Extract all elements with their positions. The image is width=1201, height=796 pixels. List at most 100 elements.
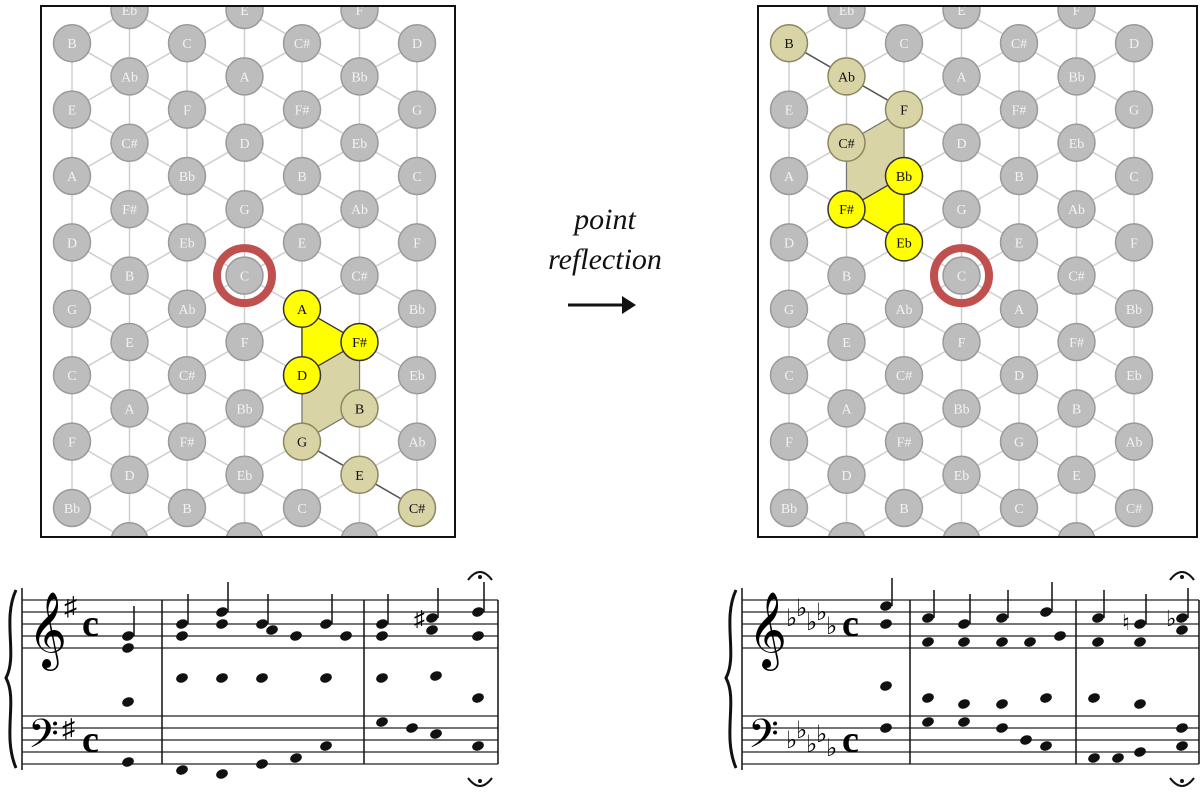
svg-text:Bb: Bb bbox=[953, 402, 969, 417]
treble-staff bbox=[22, 599, 498, 649]
pitch-node: B bbox=[167, 488, 207, 528]
svg-text:Ab: Ab bbox=[1125, 436, 1142, 451]
svg-text:B: B bbox=[182, 502, 191, 517]
pitch-node: E bbox=[225, 7, 264, 30]
svg-text:♭: ♭ bbox=[816, 600, 827, 626]
pitch-node: G bbox=[769, 289, 809, 329]
bass-notes bbox=[880, 681, 1188, 763]
svg-text:E: E bbox=[957, 7, 966, 19]
svg-text:A: A bbox=[124, 402, 135, 417]
svg-text:B: B bbox=[125, 270, 134, 285]
pitch-node: F bbox=[1114, 223, 1154, 262]
svg-text:C#: C# bbox=[351, 270, 367, 285]
pitch-node: G bbox=[827, 521, 866, 536]
svg-text:G: G bbox=[297, 436, 307, 451]
pitch-node: C# bbox=[884, 355, 924, 395]
svg-text:F: F bbox=[241, 336, 249, 351]
pitch-node: F# bbox=[110, 189, 149, 229]
svg-text:D: D bbox=[1129, 37, 1139, 52]
svg-text:G: G bbox=[956, 203, 966, 218]
pitch-node: C# bbox=[340, 256, 379, 295]
svg-text:B: B bbox=[297, 170, 306, 185]
path-pitch-node: B bbox=[769, 23, 809, 63]
path-pitch-node: F bbox=[884, 90, 924, 129]
pitch-node: A bbox=[769, 156, 809, 196]
svg-text:Eb: Eb bbox=[1126, 369, 1142, 384]
treble-notes bbox=[122, 606, 484, 653]
pitch-node: Eb bbox=[225, 455, 264, 495]
lattice-nodes: Eb E F B C C# D Ab A Bb E F F# G C# D Eb A Bb B C F# G Ab D Eb E F B… bbox=[52, 7, 437, 536]
pitch-node: A bbox=[999, 289, 1039, 329]
pitch-node: E bbox=[110, 322, 149, 362]
svg-text:Bb: Bb bbox=[1126, 303, 1142, 318]
pitch-node: B bbox=[999, 156, 1039, 196]
reflection-center-ring bbox=[213, 244, 276, 308]
svg-text:C: C bbox=[1129, 170, 1138, 185]
svg-text:♭: ♭ bbox=[786, 606, 797, 632]
svg-text:C: C bbox=[1014, 502, 1023, 517]
pitch-node: G bbox=[942, 189, 981, 229]
pitch-node: A bbox=[1057, 521, 1096, 536]
pitch-node: Bb bbox=[340, 57, 379, 96]
svg-text:♭: ♭ bbox=[826, 614, 837, 640]
pitch-node: G bbox=[52, 289, 92, 329]
svg-text:D: D bbox=[297, 369, 307, 384]
pitch-node: C# bbox=[1114, 488, 1154, 528]
svg-text:F#: F# bbox=[897, 436, 912, 451]
svg-text:Bb: Bb bbox=[351, 70, 367, 85]
bass-time-signature: c bbox=[842, 719, 859, 761]
pitch-node: F# bbox=[884, 422, 924, 461]
svg-text:G: G bbox=[1014, 436, 1024, 451]
svg-text:C: C bbox=[957, 270, 966, 285]
pitch-node: C bbox=[769, 355, 809, 395]
svg-text:A: A bbox=[1014, 303, 1025, 318]
bass-staff bbox=[742, 715, 1199, 765]
treble-sharp-icon: ♯ bbox=[64, 592, 77, 621]
svg-text:E: E bbox=[125, 336, 134, 351]
svg-text:C: C bbox=[240, 270, 249, 285]
pitch-node: Ab bbox=[1114, 422, 1154, 461]
pitch-node: B bbox=[884, 488, 924, 528]
pitch-node: Bb bbox=[769, 488, 809, 528]
pitch-node: F bbox=[225, 322, 264, 362]
svg-text:G: G bbox=[841, 535, 851, 536]
pitch-node: Bb bbox=[225, 389, 264, 428]
svg-text:E: E bbox=[240, 7, 249, 19]
svg-text:C#: C# bbox=[1011, 37, 1027, 52]
svg-text:F: F bbox=[68, 436, 76, 451]
svg-text:F: F bbox=[958, 336, 966, 351]
pitch-node: Ab bbox=[225, 521, 264, 536]
svg-text:A: A bbox=[956, 70, 967, 85]
pitch-node: Ab bbox=[397, 422, 437, 461]
pitch-node: F bbox=[397, 223, 437, 262]
svg-text:Bb: Bb bbox=[896, 170, 912, 185]
pitch-node: C bbox=[884, 23, 924, 63]
svg-text:B: B bbox=[784, 37, 793, 52]
pitch-node: Eb bbox=[942, 455, 981, 495]
pitch-node: F bbox=[167, 90, 207, 129]
svg-text:Bb: Bb bbox=[409, 303, 425, 318]
pitch-node: C# bbox=[110, 123, 149, 163]
treble-time-signature: c bbox=[842, 603, 859, 645]
treble-time-signature: c bbox=[82, 603, 99, 645]
svg-text:D: D bbox=[1014, 369, 1024, 384]
caption-line-1: point bbox=[574, 203, 636, 236]
pitch-node: A bbox=[225, 57, 264, 96]
svg-text:F: F bbox=[785, 436, 793, 451]
svg-text:♭: ♭ bbox=[826, 736, 837, 762]
svg-text:C: C bbox=[182, 37, 191, 52]
pitch-node: C# bbox=[167, 355, 207, 395]
pitch-node: Eb bbox=[827, 7, 866, 30]
path-pitch-node: B bbox=[340, 389, 379, 428]
pitch-node: E bbox=[942, 7, 981, 30]
svg-text:C#: C# bbox=[1068, 270, 1084, 285]
fermata-icon-bass bbox=[1169, 777, 1195, 787]
svg-text:B: B bbox=[67, 37, 76, 52]
svg-text:F#: F# bbox=[1069, 336, 1084, 351]
svg-text:D: D bbox=[239, 137, 249, 152]
chord-pitch-node: Bb bbox=[884, 156, 924, 196]
bass-clef-icon: 𝄢 bbox=[28, 713, 59, 766]
pitch-node: B bbox=[110, 256, 149, 295]
pitch-node: Ab bbox=[340, 189, 379, 229]
lattice-nodes: Eb E F B C C# D Ab A Bb E F F# G C# D Eb A Bb B C F# G Ab D Eb E F B… bbox=[769, 7, 1154, 536]
